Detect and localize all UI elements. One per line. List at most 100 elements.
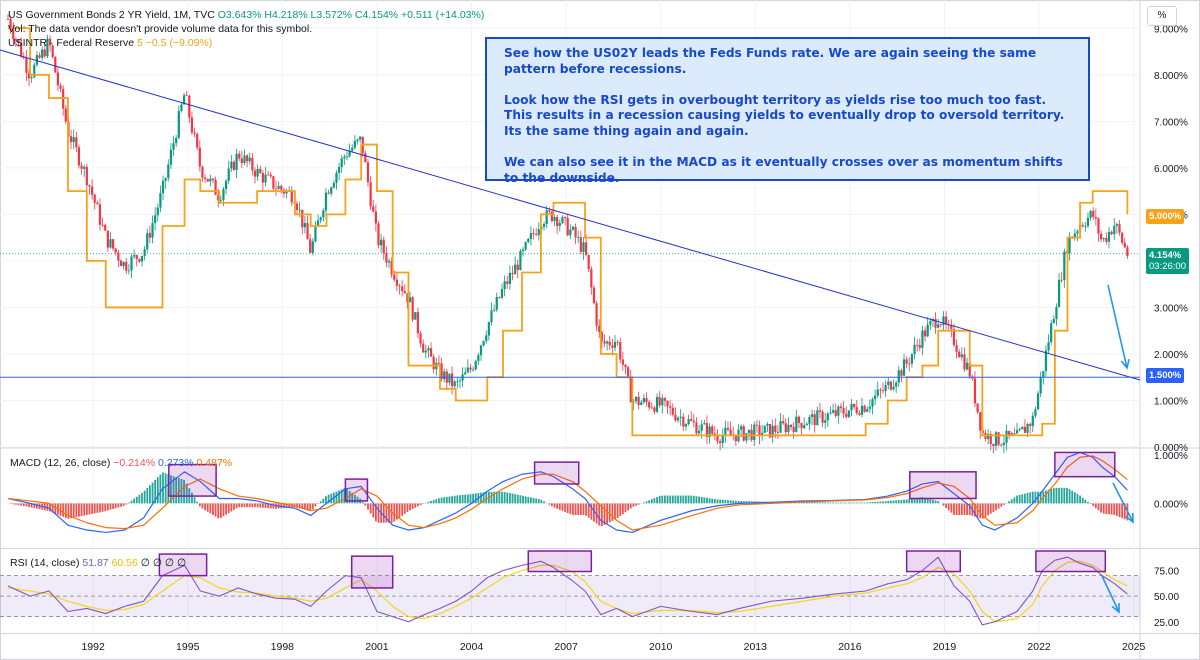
candle-body bbox=[550, 211, 554, 222]
candle-body bbox=[214, 179, 217, 195]
candle-body bbox=[235, 153, 238, 170]
candle-body bbox=[474, 360, 477, 370]
macd-histogram-bar bbox=[732, 500, 735, 504]
macd-histogram-bar bbox=[1031, 491, 1034, 504]
candle-body bbox=[479, 345, 483, 356]
candle-body bbox=[1008, 430, 1011, 436]
candle-body bbox=[156, 207, 159, 216]
candle-body bbox=[1013, 433, 1016, 434]
macd-histogram-bar bbox=[264, 503, 267, 508]
macd-histogram-bar bbox=[306, 503, 309, 511]
candle-body bbox=[1105, 238, 1108, 242]
macd-histogram-bar bbox=[685, 495, 687, 504]
candle-body bbox=[729, 429, 732, 435]
macd-histogram-bar bbox=[979, 503, 982, 519]
macd-histogram-bar bbox=[924, 497, 926, 504]
macd-histogram-bar bbox=[932, 499, 934, 504]
candle-body bbox=[514, 264, 517, 275]
macd-histogram-bar bbox=[269, 503, 272, 509]
candle-body bbox=[1015, 430, 1019, 434]
main-legend: US Government Bonds 2 YR Yield, 1M, TVC … bbox=[8, 9, 484, 22]
macd-histogram-bar bbox=[1034, 491, 1037, 504]
candle-body bbox=[566, 218, 569, 236]
candle-body bbox=[1107, 231, 1111, 242]
candle-body bbox=[112, 239, 115, 249]
candle-body bbox=[768, 423, 772, 438]
macd-histogram-bar bbox=[1052, 488, 1055, 504]
candle-body bbox=[122, 261, 125, 267]
candle-body bbox=[881, 390, 885, 392]
candle-body bbox=[427, 348, 430, 351]
candle-body bbox=[232, 161, 236, 170]
candle-body bbox=[511, 272, 514, 275]
down-arrow-head bbox=[1120, 359, 1130, 370]
macd-histogram-bar bbox=[1087, 501, 1089, 504]
annotation-paragraph-2: Look how the RSI gets in overbought terr… bbox=[504, 92, 1065, 138]
macd-histogram-bar bbox=[711, 498, 714, 504]
candle-body bbox=[159, 193, 162, 208]
symbol-title[interactable]: US Government Bonds 2 YR Yield, 1M, TVC bbox=[8, 9, 215, 21]
rsi-title[interactable]: RSI (14, close) bbox=[10, 557, 80, 569]
macd-histogram-bar bbox=[151, 482, 154, 504]
candle-body bbox=[697, 430, 701, 434]
macd-histogram-bar bbox=[196, 501, 199, 504]
volume-note: Vol: The data vendor doesn't provide vol… bbox=[8, 23, 313, 35]
candle-body bbox=[385, 253, 388, 263]
candle-body bbox=[219, 199, 222, 201]
macd-histogram-bar bbox=[803, 501, 806, 504]
candle-body bbox=[259, 168, 262, 174]
macd-histogram-bar bbox=[464, 494, 467, 504]
candle-body bbox=[298, 209, 301, 211]
candle-body bbox=[88, 185, 91, 187]
candle-body bbox=[324, 192, 328, 211]
rsi-tick-label: 50.00 bbox=[1154, 592, 1179, 603]
macd-histogram-bar bbox=[1102, 503, 1105, 514]
time-tick-label: 1998 bbox=[271, 641, 295, 653]
macd-histogram-bar bbox=[598, 503, 601, 526]
last-price-tag: 4.154% 03:26:00 bbox=[1146, 248, 1189, 274]
candle-body bbox=[608, 341, 611, 346]
candle-body bbox=[175, 137, 178, 144]
price-tick-label: 1.000% bbox=[1154, 396, 1188, 407]
macd-histogram-bar bbox=[130, 500, 133, 504]
candle-body bbox=[69, 136, 73, 143]
macd-histogram-bar bbox=[616, 503, 619, 519]
macd-histogram-bar bbox=[621, 503, 624, 515]
macd-histogram-bar bbox=[351, 492, 354, 504]
candle-body bbox=[503, 281, 506, 290]
candle-body bbox=[634, 396, 638, 402]
macd-histogram-bar bbox=[721, 499, 724, 504]
candle-body bbox=[251, 157, 254, 171]
macd-histogram-bar bbox=[1121, 503, 1124, 519]
candle-body bbox=[209, 178, 212, 182]
macd-title[interactable]: MACD (12, 26, close) bbox=[10, 457, 111, 469]
macd-histogram-bar bbox=[409, 503, 411, 511]
candle-body bbox=[437, 362, 441, 364]
candle-body bbox=[411, 297, 414, 320]
candle-body bbox=[59, 85, 62, 89]
macd-histogram-bar bbox=[406, 503, 409, 512]
macd-histogram-bar bbox=[527, 496, 530, 504]
candle-body bbox=[114, 248, 117, 253]
candle-body bbox=[401, 286, 404, 292]
candle-body bbox=[1115, 224, 1118, 226]
scale-unit-button[interactable]: % bbox=[1147, 6, 1177, 26]
macd-histogram-bar bbox=[1092, 503, 1095, 507]
candle-body bbox=[51, 45, 54, 57]
time-tick-label: 1995 bbox=[176, 641, 200, 653]
fed-symbol[interactable]: USINTR · Federal Reserve bbox=[8, 37, 135, 49]
rsi-ma-line bbox=[7, 560, 1128, 623]
candle-body bbox=[422, 343, 425, 353]
annotation-note[interactable]: See how the US02Y leads the Feds Funds r… bbox=[485, 37, 1090, 185]
candle-body bbox=[390, 261, 393, 275]
candle-body bbox=[761, 432, 764, 436]
macd-down-arrow-head bbox=[1125, 512, 1134, 524]
candle-body bbox=[177, 111, 180, 138]
macd-histogram-bar bbox=[214, 503, 217, 517]
macd-histogram-bar bbox=[474, 493, 477, 504]
candle-body bbox=[994, 432, 998, 446]
candle-body bbox=[369, 182, 372, 207]
macd-histogram-bar bbox=[185, 483, 188, 504]
candle-body bbox=[506, 281, 509, 284]
